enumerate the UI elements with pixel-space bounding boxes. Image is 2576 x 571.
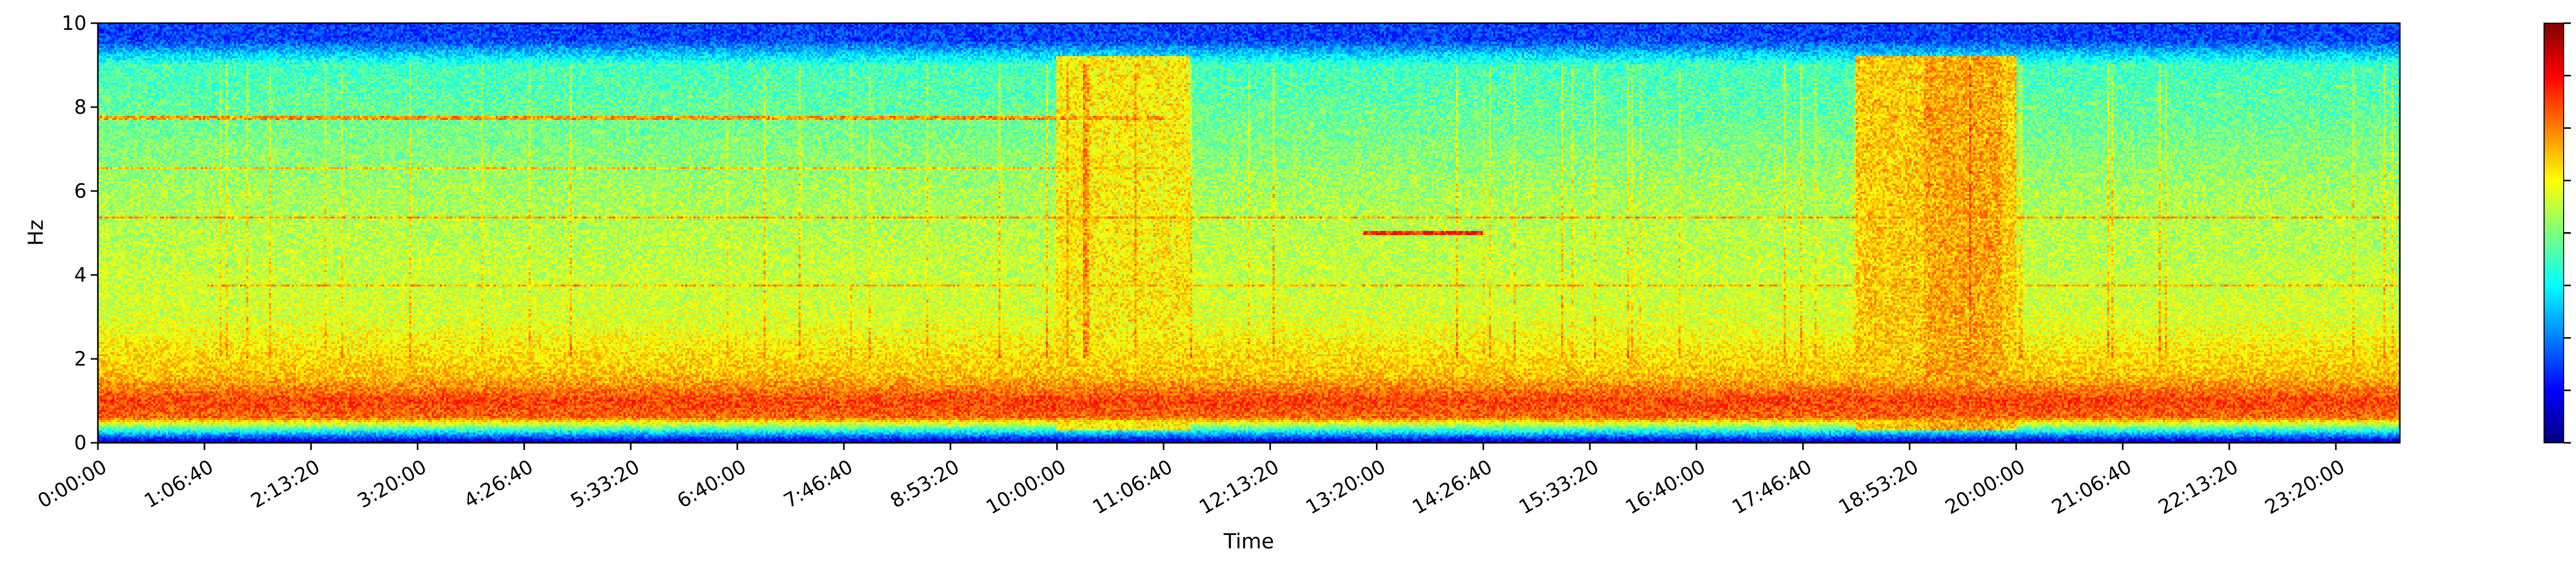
colorbar-tick-label: -20 dB	[2575, 117, 2576, 140]
x-axis-label: Time	[1223, 530, 1274, 553]
colorbar-tick-label: -70 dB	[2575, 379, 2576, 402]
x-tick-label: 3:20:00	[353, 455, 430, 512]
x-tick-label: 14:26:40	[1409, 455, 1496, 518]
x-tick-label: 2:13:20	[247, 455, 324, 512]
y-axis-label: Hz	[24, 219, 48, 246]
x-tick-label: 4:26:40	[460, 455, 537, 512]
x-tick-label: 20:00:00	[1941, 455, 2029, 518]
x-tick-label: 8:53:20	[886, 455, 963, 512]
colorbar-tick-label: -80 dB	[2575, 431, 2576, 454]
x-tick-label: 23:20:00	[2261, 455, 2349, 518]
colorbar-tick-label: -10 dB	[2575, 64, 2576, 87]
colorbar	[2544, 23, 2564, 443]
colorbar-tick-label: -40 dB	[2575, 222, 2576, 245]
colorbar-tick-label: -50 dB	[2575, 274, 2576, 297]
y-tick-label: 8	[74, 96, 87, 118]
y-tick-label: 4	[74, 264, 87, 286]
x-tick-label: 7:46:40	[780, 455, 857, 512]
y-tick-label: 10	[62, 12, 87, 34]
x-tick-label: 18:53:20	[1835, 455, 1922, 518]
y-tick-label: 6	[74, 180, 87, 202]
x-tick-label: 16:40:00	[1621, 455, 1709, 518]
x-tick-label: 1:06:40	[140, 455, 217, 512]
plot-frame	[97, 22, 2401, 444]
x-axis: 0:00:00 1:06:40 2:13:20 3:20:00 4:26:40 5:33:…	[34, 443, 2349, 518]
x-tick-label: 5:33:20	[567, 455, 643, 512]
colorbar-tick-label: +0 dB	[2575, 12, 2576, 34]
colorbar-tick-label: -30 dB	[2575, 169, 2576, 192]
spectrogram-image	[98, 23, 2400, 443]
x-tick-label: 6:40:00	[673, 455, 750, 512]
colorbar-tick-label: -60 dB	[2575, 326, 2576, 349]
colorbar-axis: +0 dB -10 dB -20 dB -30 dB -40 dB -50 dB -60 d…	[2564, 12, 2576, 454]
x-tick-label: 11:06:40	[1089, 455, 1176, 518]
x-tick-label: 15:33:20	[1515, 455, 1603, 518]
spectrogram-image-holder	[98, 23, 2400, 443]
y-tick-label: 2	[74, 348, 87, 370]
x-tick-label: 17:46:40	[1728, 455, 1816, 518]
x-tick-label: 22:13:20	[2155, 455, 2242, 518]
x-tick-label: 21:06:40	[2048, 455, 2136, 518]
x-tick-label: 13:20:00	[1302, 455, 1389, 518]
y-tick-label: 0	[74, 431, 87, 454]
x-tick-label: 10:00:00	[982, 455, 1070, 518]
y-axis: 0 2 4 6 8 10	[62, 12, 98, 454]
x-tick-label: 12:13:20	[1195, 455, 1283, 518]
x-tick-label: 0:00:00	[34, 455, 111, 512]
